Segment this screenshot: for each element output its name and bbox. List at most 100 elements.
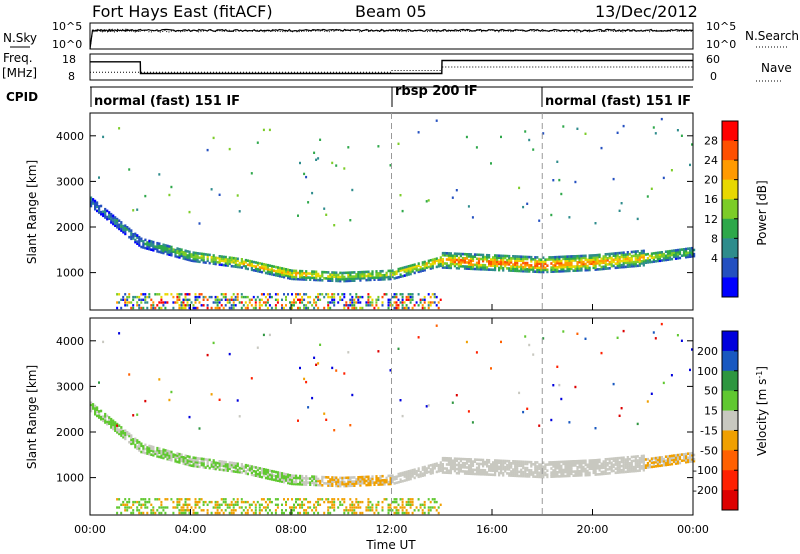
velocity-pixel — [662, 459, 665, 463]
power-pixel — [604, 261, 607, 264]
velocity-pixel — [158, 506, 161, 509]
power-pixel — [307, 201, 310, 204]
velocity-pixel — [672, 458, 676, 462]
velocity-pixel — [542, 467, 545, 471]
velocity-pixel — [112, 427, 115, 431]
velocity-pixel — [608, 465, 611, 469]
power-pixel — [178, 254, 181, 257]
power-pixel — [176, 255, 179, 259]
power-pixel — [319, 278, 322, 282]
power-pixel — [236, 263, 239, 267]
velocity-pixel — [506, 465, 509, 469]
cpid-mode-2: normal (fast) 151 IF — [545, 94, 691, 109]
power-pixel — [283, 273, 286, 277]
velocity-pixel — [359, 511, 362, 515]
power-pixel — [283, 271, 286, 275]
velocity-pixel — [656, 460, 659, 464]
power-pixel — [614, 266, 617, 270]
velocity-pixel — [276, 477, 280, 480]
power-pixel — [622, 255, 625, 259]
power-pixel — [311, 270, 314, 273]
velocity-pixel — [691, 456, 694, 459]
velocity-pixel — [224, 462, 227, 466]
power-pixel — [482, 259, 485, 263]
velocity-pixel — [339, 482, 342, 486]
power-pixel — [224, 295, 227, 299]
power-pixel — [325, 277, 328, 280]
velocity-pixel — [407, 476, 410, 479]
power-pixel — [210, 256, 213, 259]
velocity-pixel — [152, 445, 155, 449]
power-pixel — [477, 259, 481, 263]
velocity-pixel — [524, 468, 527, 472]
velocity-pixel — [140, 442, 143, 446]
velocity-pixel — [102, 419, 105, 423]
power-pixel — [475, 261, 479, 265]
velocity-pixel — [190, 464, 193, 467]
power-pixel — [544, 260, 547, 263]
power-pixel — [608, 267, 611, 270]
power-pixel — [291, 301, 293, 304]
velocity-pixel — [120, 426, 123, 429]
velocity-pixel — [188, 461, 191, 465]
velocity-pixel — [118, 332, 121, 335]
power-pixel — [293, 277, 296, 281]
power-pixel — [560, 263, 563, 267]
velocity-pixel — [626, 470, 629, 473]
velocity-pixel — [504, 465, 507, 469]
power-pixel — [240, 266, 243, 269]
velocity-pixel — [246, 500, 249, 504]
velocity-pixel — [570, 470, 573, 473]
power-pixel — [196, 260, 199, 263]
power-pixel — [361, 276, 364, 280]
velocity-pixel — [441, 463, 444, 466]
velocity-pixel — [409, 503, 412, 506]
velocity-pixel — [224, 498, 227, 501]
freq-series-line — [90, 59, 693, 75]
power-pixel — [425, 264, 428, 267]
velocity-pixel — [222, 500, 225, 504]
power-pixel — [138, 295, 141, 299]
velocity-pixel — [202, 457, 205, 461]
power-pixel — [646, 252, 649, 256]
velocity-pixel — [331, 476, 334, 479]
velocity-pixel — [443, 467, 446, 470]
power-pixel — [194, 253, 197, 257]
velocity-pixel — [124, 498, 127, 501]
velocity-pixel — [331, 480, 334, 483]
velocity-pixel — [494, 469, 497, 473]
velocity-pixel — [132, 442, 135, 445]
power-pixel — [256, 263, 259, 267]
velocity-pixel — [403, 475, 406, 478]
colorbar-swatch — [722, 121, 738, 142]
power-pixel — [516, 269, 519, 273]
power-pixel — [359, 272, 362, 276]
power-pixel — [542, 266, 545, 270]
power-pixel — [473, 253, 477, 256]
power-pixel — [293, 298, 295, 301]
velocity-pixel — [319, 479, 322, 483]
power-pixel — [568, 263, 571, 266]
velocity-pixel — [644, 458, 647, 461]
power-pixel — [327, 301, 330, 304]
velocity-pixel — [341, 482, 344, 486]
power-pixel — [297, 214, 299, 217]
velocity-pixel — [232, 509, 235, 512]
velocity-pixel — [457, 461, 460, 465]
velocity-pixel — [556, 466, 559, 470]
power-pixel — [124, 232, 127, 236]
velocity-pixel — [190, 458, 193, 461]
velocity-pixel — [210, 393, 213, 396]
velocity-pixel — [572, 462, 575, 465]
velocity-pixel — [184, 462, 187, 466]
power-pixel — [164, 306, 167, 310]
power-pixel — [401, 295, 404, 299]
power-pixel — [453, 256, 456, 260]
power-pixel — [526, 257, 529, 261]
power-pixel — [522, 259, 525, 263]
velocity-pixel — [433, 462, 436, 466]
velocity-pixel — [367, 475, 370, 479]
velocity-pixel — [616, 461, 619, 464]
velocity-pixel — [162, 448, 165, 452]
